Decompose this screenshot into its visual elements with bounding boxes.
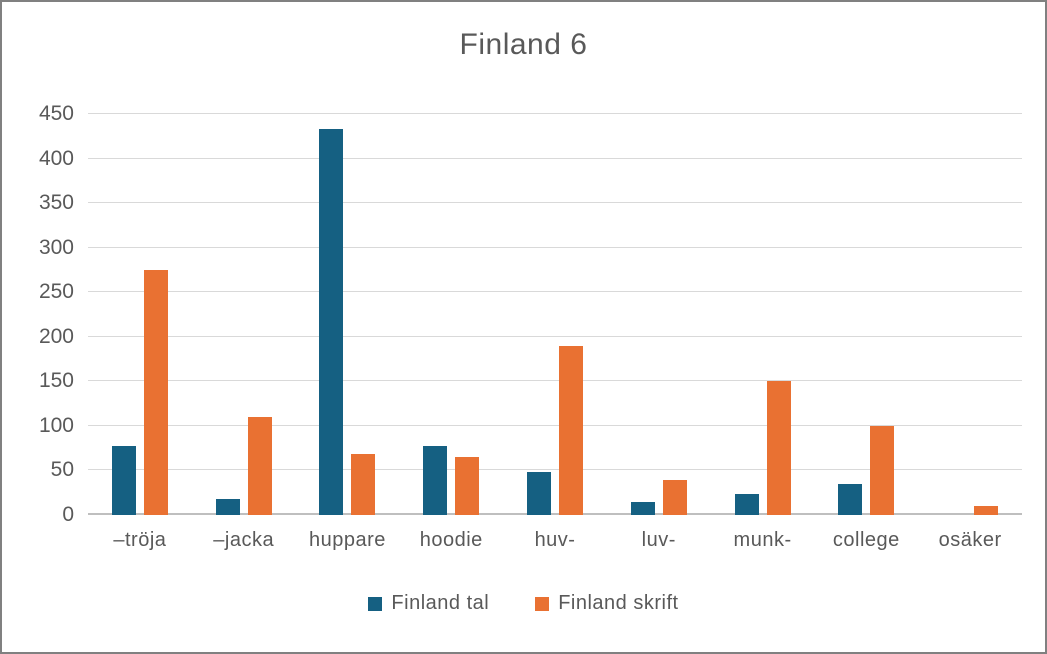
bar-finland-skrift	[247, 416, 272, 515]
bar-group	[814, 114, 918, 515]
category-label: huv-	[534, 529, 576, 551]
gridline	[88, 380, 1022, 382]
bar-finland-tal	[838, 483, 863, 515]
category-label: –tröja	[113, 529, 167, 551]
legend-label: Finland skrift	[558, 592, 679, 614]
category-label: luv-	[641, 529, 676, 551]
bar-group	[192, 114, 296, 515]
bar-group	[711, 114, 815, 515]
bar-finland-tal	[111, 445, 136, 515]
category-label: –jacka	[213, 529, 275, 551]
y-tick-label: 200	[38, 324, 74, 348]
bar-group	[88, 114, 192, 515]
gridline	[88, 246, 1022, 248]
y-tick-label: 100	[38, 413, 74, 437]
legend-item: Finland skrift	[535, 592, 678, 615]
bar-finland-skrift	[974, 506, 999, 515]
bar-group	[607, 114, 711, 515]
bar-finland-tal	[630, 501, 655, 515]
bar-finland-skrift	[351, 454, 376, 515]
category-label: college	[832, 529, 900, 551]
gridline	[88, 202, 1022, 204]
bar-group	[399, 114, 503, 515]
y-tick-label: 350	[38, 191, 74, 215]
y-tick-label: 300	[38, 235, 74, 259]
bar-finland-skrift	[870, 425, 895, 515]
x-axis: –tröja –jacka huppare hoodie huv-luv-munk-co…	[88, 529, 1022, 552]
legend-item: Finland tal	[368, 592, 489, 615]
category-label: huppare	[309, 529, 386, 551]
category-label: osäker	[938, 529, 1002, 551]
bar-finland-tal	[734, 493, 759, 515]
bar-finland-tal	[423, 445, 448, 515]
category-label: hoodie	[419, 529, 483, 551]
bar-finland-tal	[215, 498, 240, 515]
gridline	[88, 424, 1022, 426]
legend: Finland tal Finland skrift	[2, 592, 1045, 615]
bar-finland-skrift	[143, 269, 168, 515]
bar-finland-skrift	[766, 381, 791, 515]
y-tick-label: 0	[62, 503, 74, 526]
bar-finland-tal	[319, 129, 344, 515]
y-axis: 0 50 100 150 200 250 300 350 400 450	[16, 102, 74, 526]
bar-group	[296, 114, 400, 515]
y-tick-label: 150	[38, 369, 74, 393]
gridline	[88, 335, 1022, 337]
y-tick-label: 400	[38, 146, 74, 170]
y-tick-label: 50	[50, 458, 74, 482]
legend-marker-icon	[535, 596, 550, 611]
legend-marker-icon	[368, 596, 383, 611]
bar-groups	[88, 114, 1022, 515]
x-axis-line	[88, 513, 1022, 515]
bar-finland-skrift	[455, 457, 480, 515]
gridline	[88, 469, 1022, 471]
gridline	[88, 157, 1022, 159]
category-label: munk-	[733, 529, 792, 551]
legend-label: Finland tal	[391, 592, 490, 614]
bar-finland-skrift	[559, 345, 584, 515]
gridline	[88, 113, 1022, 114]
chart-title: Finland 6	[459, 28, 588, 61]
gridline	[88, 291, 1022, 293]
bar-group	[918, 114, 1022, 515]
y-tick-label: 250	[38, 280, 74, 304]
bar-finland-skrift	[662, 480, 687, 515]
bar-group	[503, 114, 607, 515]
y-tick-label: 450	[38, 102, 74, 125]
plot-area	[88, 113, 1022, 515]
bar-finland-tal	[527, 472, 552, 515]
